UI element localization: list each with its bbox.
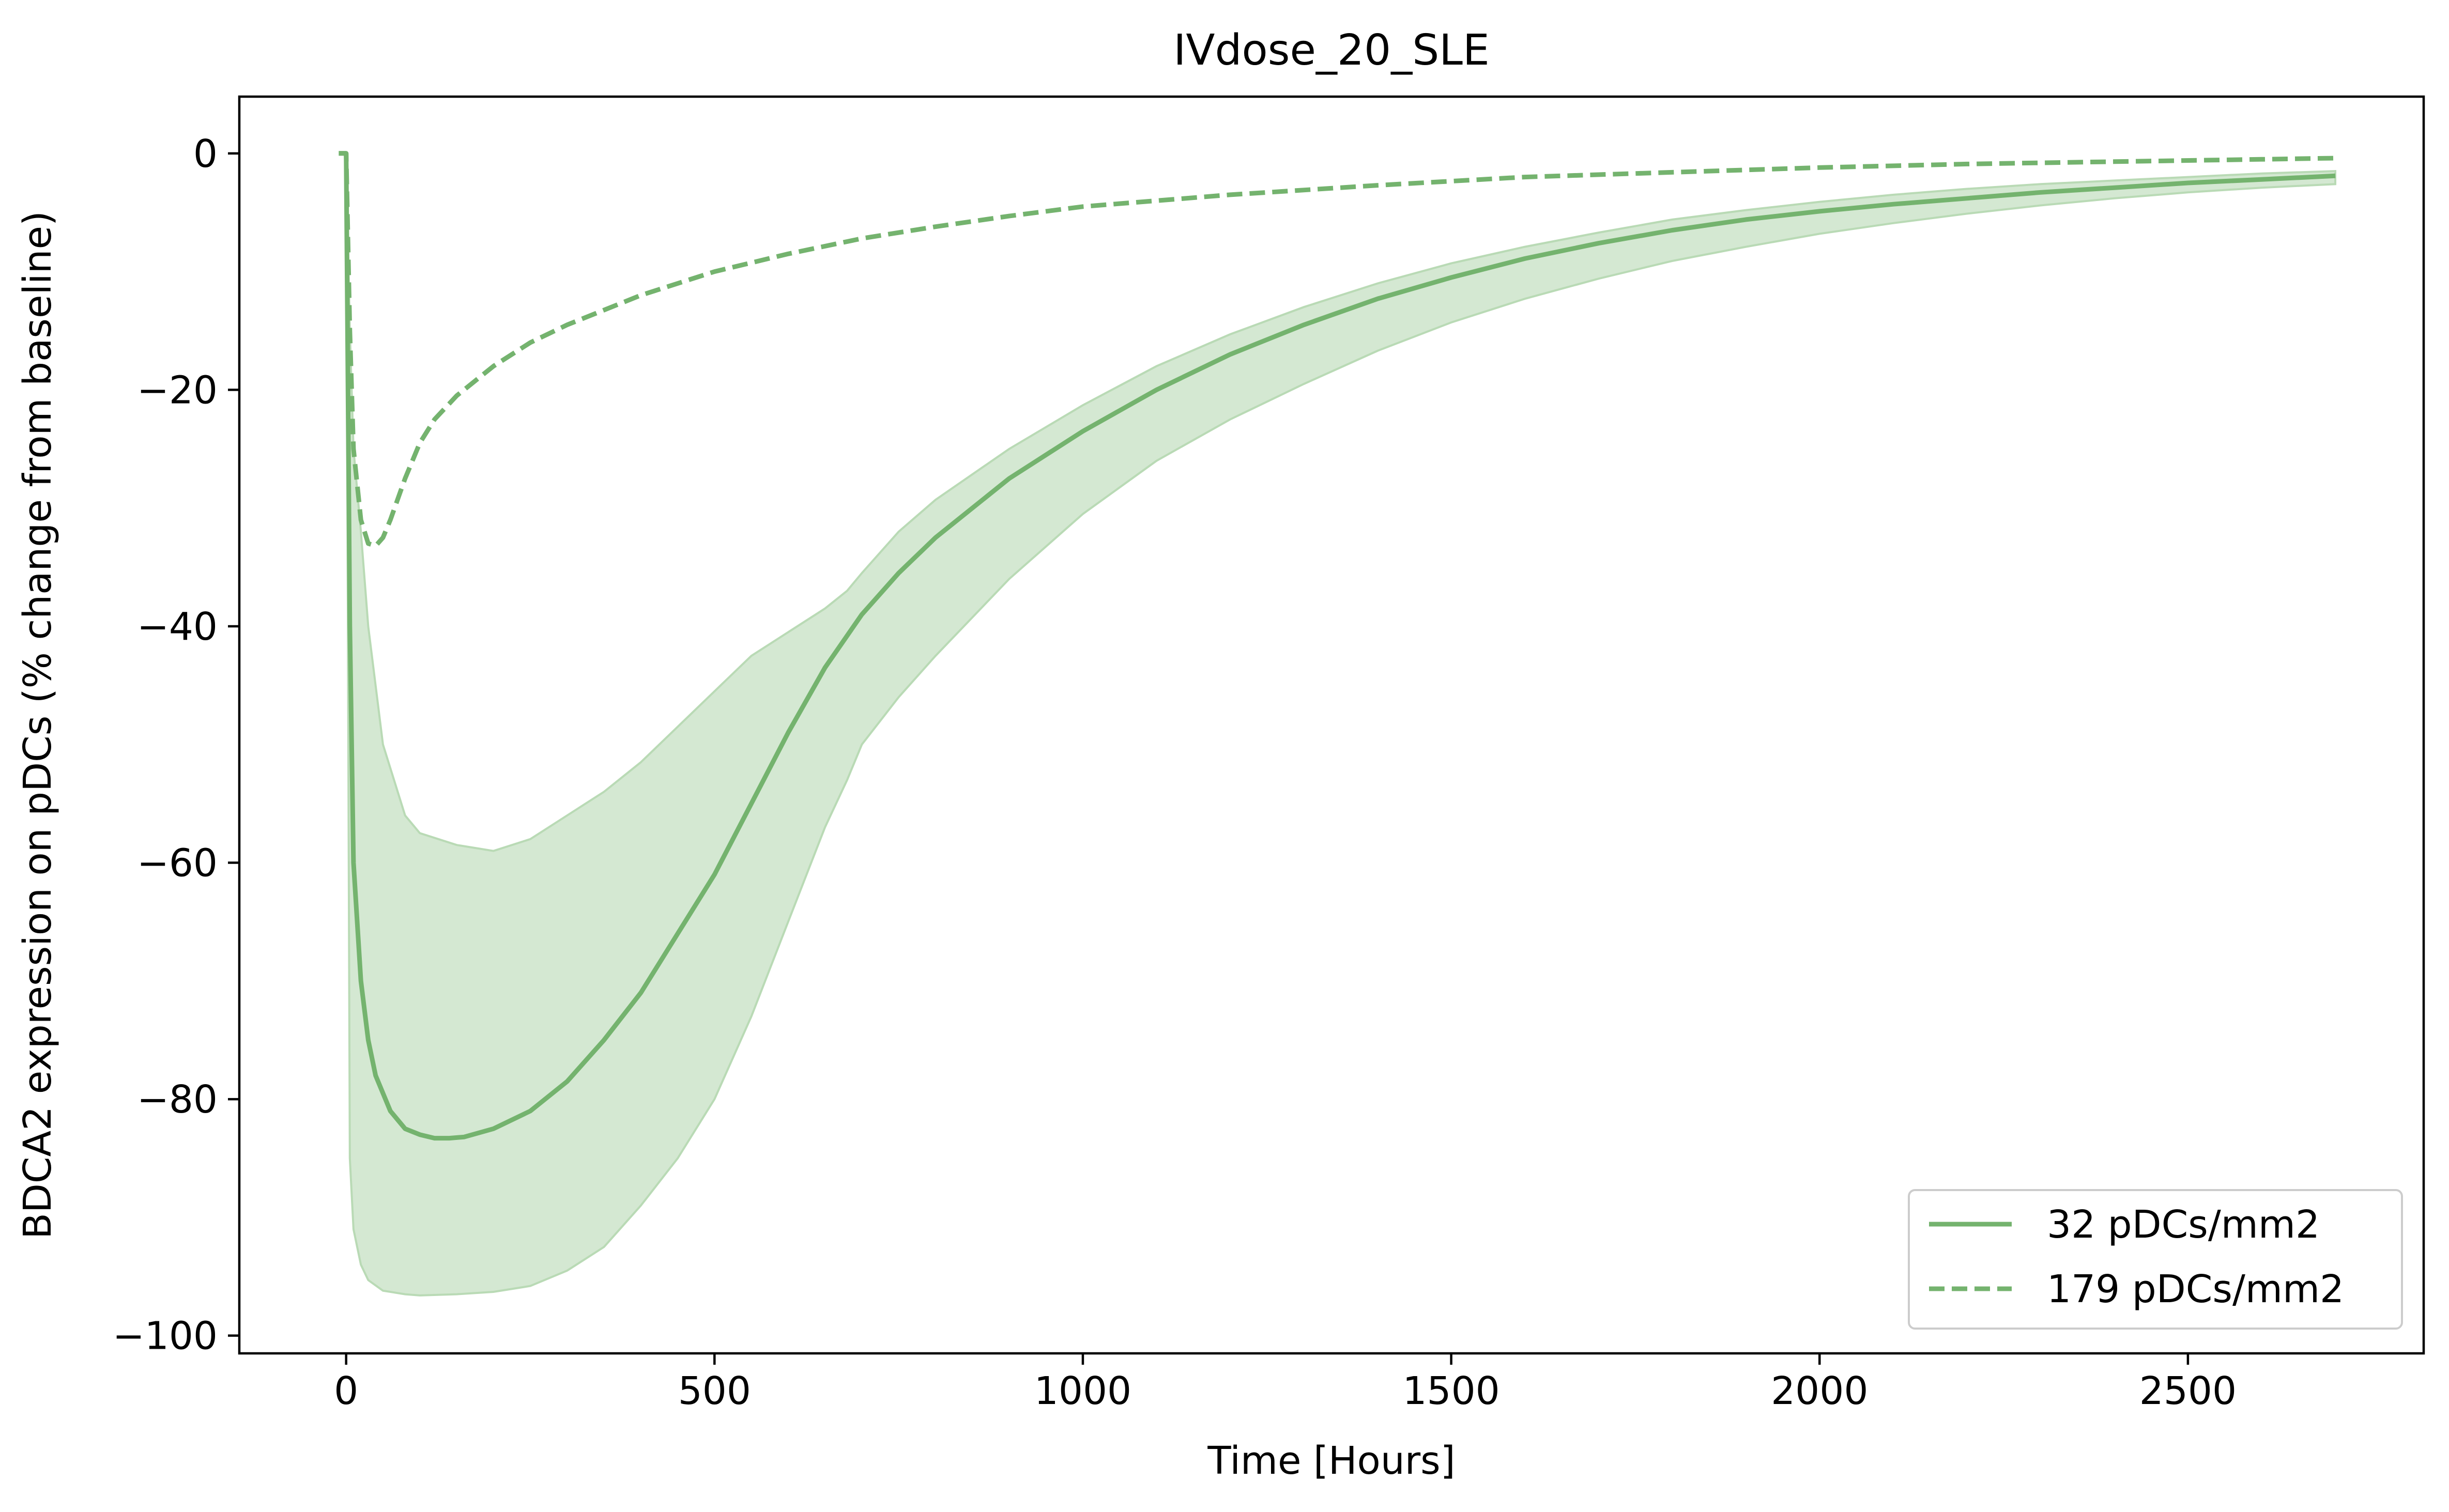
x-tick-label: 2000 <box>1771 1369 1868 1413</box>
series-line-32-pdcs <box>339 151 2336 1141</box>
legend-label-32-pdcs: 32 pDCs/mm2 <box>2047 1202 2320 1247</box>
x-tick-label: 500 <box>678 1369 751 1413</box>
series-line-179-pdcs <box>339 151 2336 548</box>
plot-frame <box>238 95 2425 1355</box>
x-tick-label: 0 <box>334 1369 358 1413</box>
y-tick-label: −40 <box>137 605 218 649</box>
legend-box <box>1908 1189 2403 1330</box>
legend-label-179-pdcs: 179 pDCs/mm2 <box>2047 1267 2344 1312</box>
y-axis-label: BDCA2 expression on pDCs (% change from … <box>16 211 60 1239</box>
legend: 32 pDCs/mm2 179 pDCs/mm2 <box>1908 1189 2403 1330</box>
chart-title: IVdose_20_SLE <box>1173 26 1490 75</box>
y-tick-label: −100 <box>113 1314 218 1359</box>
series-layer <box>339 151 2336 1141</box>
x-tick-label: 2500 <box>2139 1369 2237 1413</box>
x-axis-label: Time [Hours] <box>1207 1439 1455 1483</box>
x-axis-ticks: 0 500 1000 1500 2000 2500 <box>334 1353 2237 1413</box>
x-tick-label: 1000 <box>1034 1369 1131 1413</box>
x-tick-label: 1500 <box>1402 1369 1499 1413</box>
y-axis-ticks: 0 −20 −40 −60 −80 −100 <box>113 132 239 1359</box>
y-tick-label: −60 <box>137 841 218 886</box>
y-tick-label: −20 <box>137 368 218 412</box>
y-tick-label: 0 <box>193 132 218 176</box>
y-tick-label: −80 <box>137 1077 218 1122</box>
